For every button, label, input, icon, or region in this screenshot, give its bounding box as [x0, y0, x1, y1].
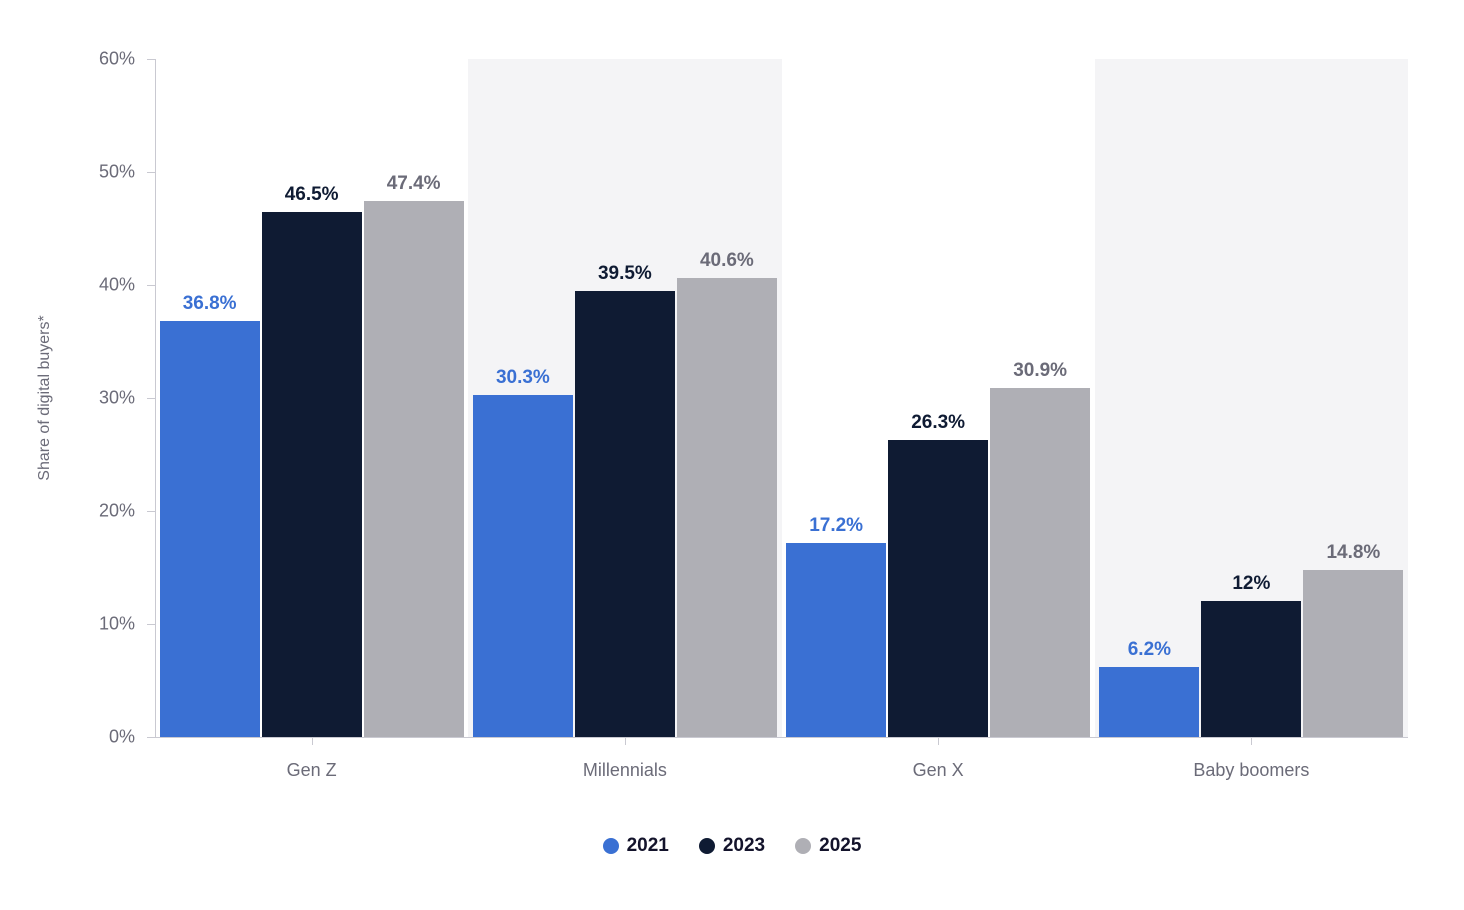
chart-container: Share of digital buyers* 0% 10% 20% 30% 40% 5…: [0, 0, 1464, 910]
legend-item[interactable]: 2023: [699, 835, 765, 857]
y-tick-mark: [147, 59, 155, 60]
bar: [677, 278, 777, 737]
bar-value-label: 36.8%: [183, 293, 237, 315]
y-tick-label: 20%: [99, 501, 135, 522]
legend-label: 2025: [819, 835, 861, 857]
bar: [473, 395, 573, 737]
y-tick-label: 30%: [99, 388, 135, 409]
x-tick-label: Baby boomers: [1193, 760, 1309, 781]
x-tick-label: Gen X: [913, 760, 964, 781]
legend-item[interactable]: 2021: [603, 835, 669, 857]
y-tick-mark: [147, 624, 155, 625]
bar-value-label: 30.9%: [1013, 360, 1067, 382]
y-axis-title: Share of digital buyers*: [36, 315, 54, 480]
bar-value-label: 46.5%: [285, 184, 339, 206]
bar-value-label: 40.6%: [700, 250, 754, 272]
bar: [1303, 570, 1403, 737]
x-tick-label: Gen Z: [287, 760, 337, 781]
x-tick-mark: [625, 737, 626, 745]
bar: [575, 291, 675, 737]
bar-value-label: 47.4%: [387, 173, 441, 195]
bar: [1201, 601, 1301, 737]
bar-value-label: 17.2%: [809, 515, 863, 537]
legend: 2021 2023 2025: [0, 835, 1464, 857]
legend-label: 2023: [723, 835, 765, 857]
y-tick-mark: [147, 285, 155, 286]
x-tick-label: Millennials: [583, 760, 667, 781]
y-tick-mark: [147, 398, 155, 399]
bar: [1099, 667, 1199, 737]
x-axis-line: [155, 737, 1408, 738]
bar-value-label: 39.5%: [598, 263, 652, 285]
bar: [990, 388, 1090, 737]
legend-swatch: [795, 838, 811, 854]
y-tick-label: 40%: [99, 275, 135, 296]
bar: [888, 440, 988, 737]
bar: [262, 212, 362, 737]
bar: [364, 201, 464, 737]
y-tick-label: 60%: [99, 49, 135, 70]
legend-item[interactable]: 2025: [795, 835, 861, 857]
y-tick-mark: [147, 737, 155, 738]
bar-value-label: 14.8%: [1326, 542, 1380, 564]
y-tick-mark: [147, 511, 155, 512]
x-tick-mark: [312, 737, 313, 745]
y-tick-label: 10%: [99, 614, 135, 635]
bar: [786, 543, 886, 737]
bar-value-label: 26.3%: [911, 412, 965, 434]
y-axis-line: [155, 59, 156, 737]
bar-value-label: 30.3%: [496, 367, 550, 389]
bar-value-label: 12%: [1232, 573, 1270, 595]
legend-label: 2021: [627, 835, 669, 857]
x-tick-mark: [1251, 737, 1252, 745]
y-tick-label: 0%: [109, 727, 135, 748]
plot-area: 36.8% 46.5% 47.4% 30.3% 39.5% 40.6% 17.2% 26.3%…: [155, 59, 1408, 737]
y-tick-label: 50%: [99, 162, 135, 183]
x-tick-mark: [938, 737, 939, 745]
y-tick-mark: [147, 172, 155, 173]
legend-swatch: [699, 838, 715, 854]
bar-value-label: 6.2%: [1128, 639, 1171, 661]
bar: [160, 321, 260, 737]
legend-swatch: [603, 838, 619, 854]
